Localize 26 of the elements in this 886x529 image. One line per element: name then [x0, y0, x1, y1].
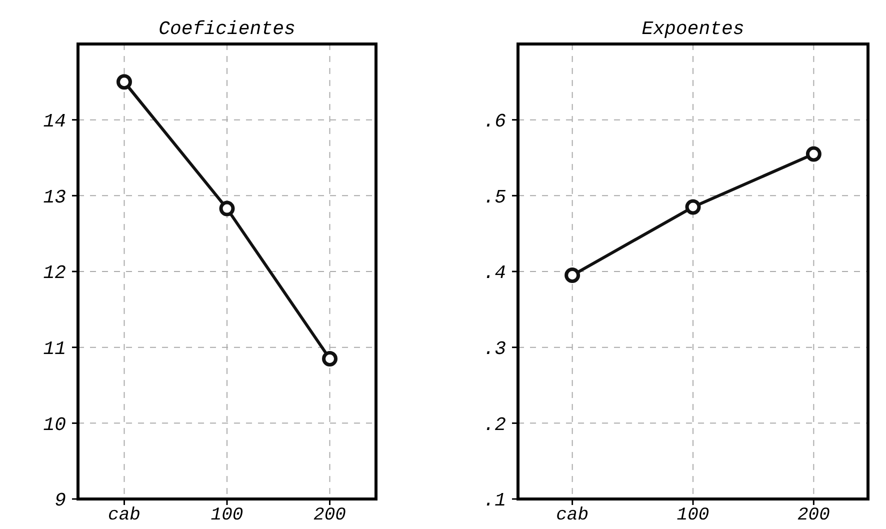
- y-tick-label: 12: [43, 262, 66, 284]
- x-tick-label: 200: [314, 505, 346, 526]
- x-tick-label: cab: [108, 505, 140, 526]
- y-tick-label: .4: [483, 262, 506, 284]
- point: [219, 200, 235, 216]
- y-tick-label: .3: [483, 338, 506, 360]
- point: [685, 199, 701, 215]
- x-tick-label: 100: [210, 505, 244, 526]
- chart-title: Expoentes: [642, 18, 744, 40]
- y-tick-label: 11: [43, 338, 66, 360]
- chart-title: Coeficientes: [158, 18, 296, 40]
- point: [564, 268, 580, 284]
- y-tick-label: .2: [483, 414, 506, 436]
- point: [116, 74, 132, 90]
- point: [322, 350, 338, 366]
- x-tick-label: 200: [797, 505, 830, 526]
- x-tick-label: 100: [676, 505, 710, 526]
- x-tick-label: cab: [556, 505, 589, 526]
- y-tick-label: .6: [483, 110, 506, 132]
- y-tick-label: .5: [483, 186, 506, 208]
- point: [806, 146, 822, 162]
- y-tick-label: 13: [43, 186, 66, 208]
- y-tick-label: 10: [43, 414, 66, 436]
- y-tick-label: .1: [483, 490, 506, 512]
- y-tick-label: 14: [43, 110, 66, 132]
- y-tick-label: 9: [54, 490, 66, 512]
